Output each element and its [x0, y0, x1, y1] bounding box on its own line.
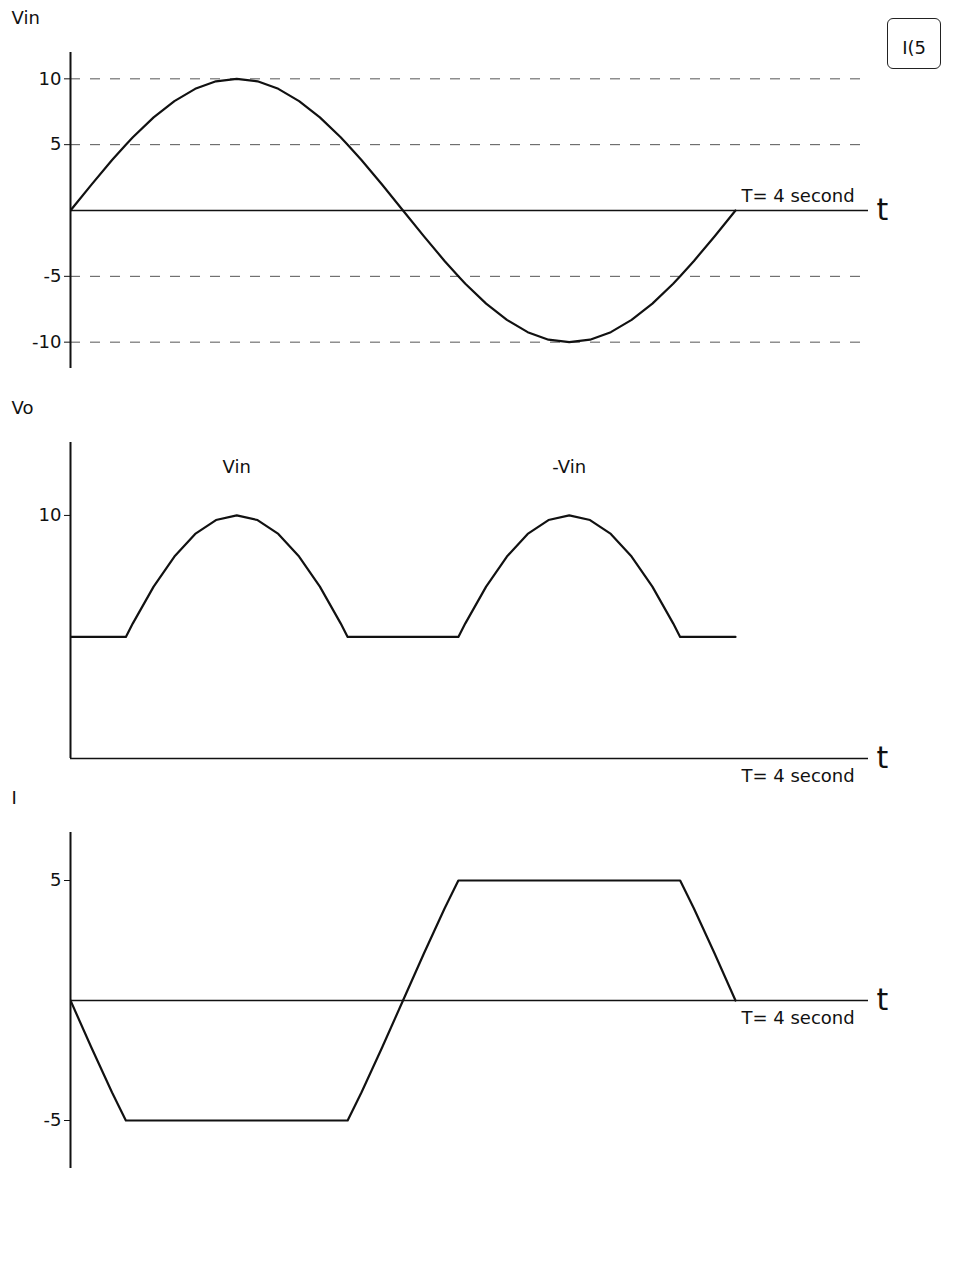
- svg-text:I: I: [12, 788, 17, 808]
- svg-text:Vin: Vin: [223, 456, 251, 477]
- svg-text:t: t: [877, 192, 889, 227]
- svg-text:-Vin: -Vin: [552, 456, 586, 477]
- svg-text:-10: -10: [32, 331, 61, 352]
- svg-text:T= 4 second: T= 4 second: [741, 765, 855, 786]
- svg-text:t: t: [877, 982, 889, 1017]
- svg-text:t: t: [877, 740, 889, 775]
- svg-text:-5: -5: [44, 265, 62, 286]
- svg-text:Vin: Vin: [12, 8, 40, 28]
- svg-text:Vo: Vo: [12, 398, 34, 418]
- svg-text:T= 4 second: T= 4 second: [741, 185, 855, 206]
- svg-text:T= 4 second: T= 4 second: [741, 1007, 855, 1028]
- html-text:I(5: I(5: [902, 37, 926, 58]
- svg-text:5: 5: [50, 869, 61, 890]
- svg-text:10: 10: [39, 504, 62, 525]
- svg-text:10: 10: [39, 68, 62, 89]
- svg-text:5: 5: [50, 133, 61, 154]
- svg-text:-5: -5: [44, 1109, 62, 1130]
